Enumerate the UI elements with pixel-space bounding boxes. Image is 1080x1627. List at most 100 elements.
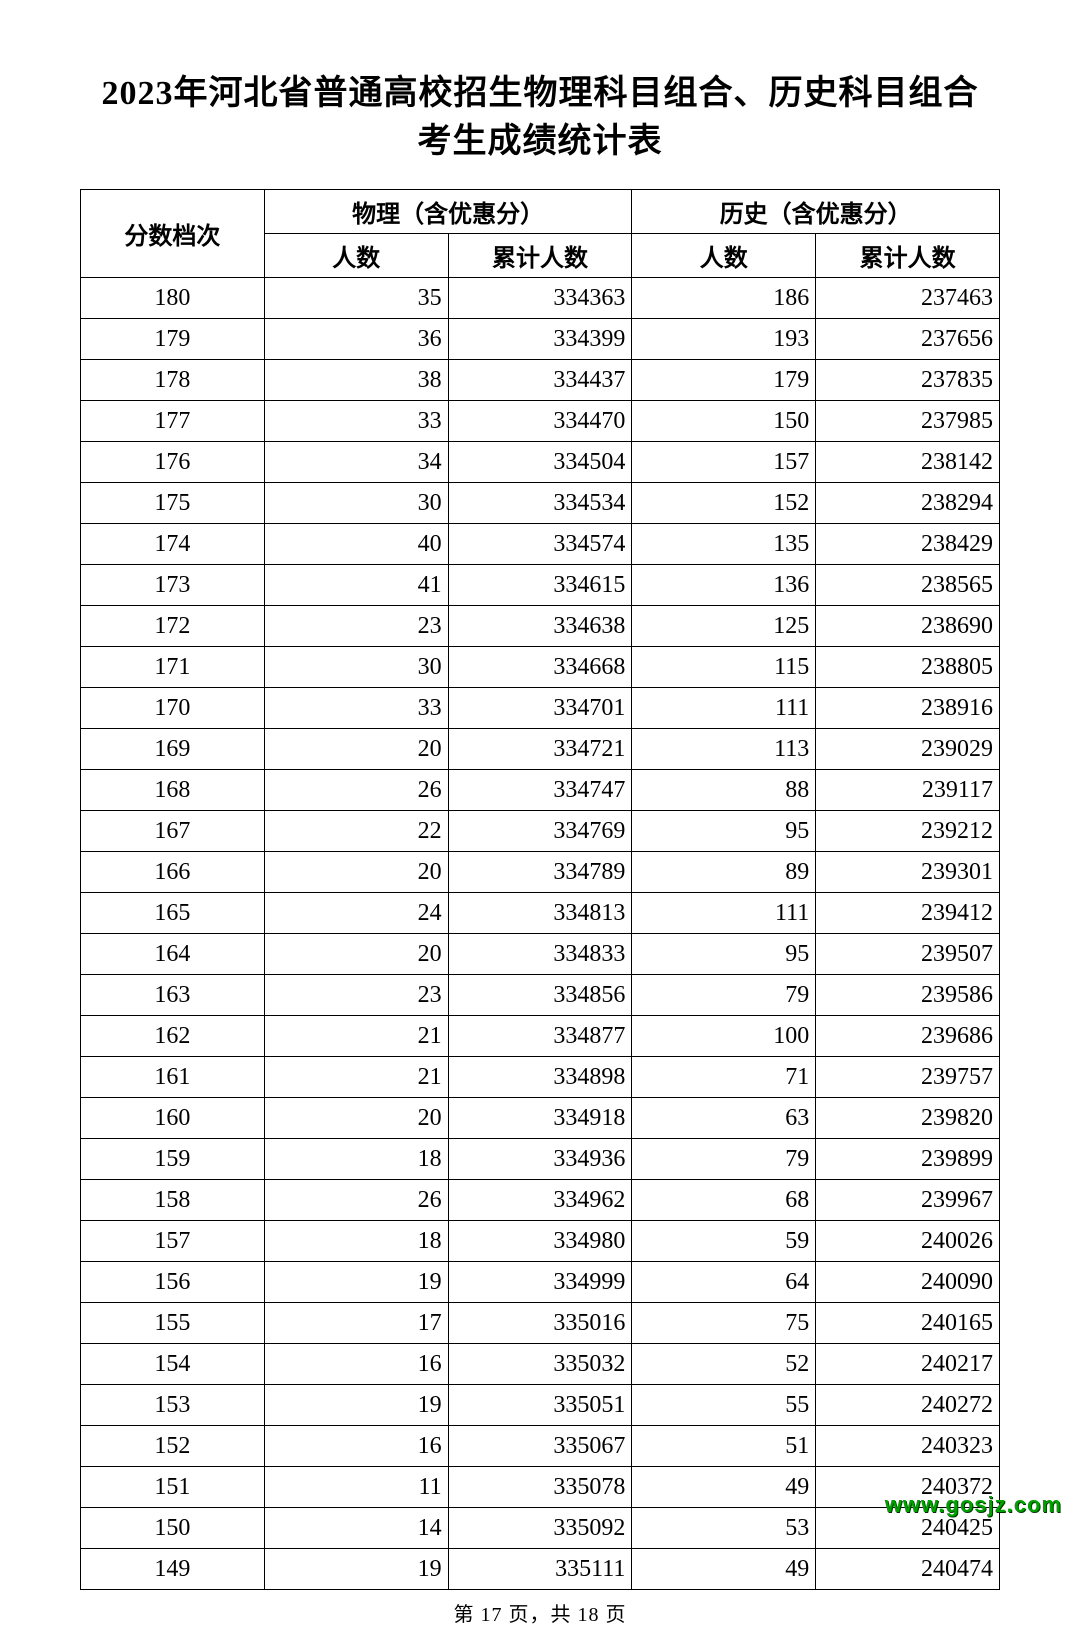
cell-history-cumulative: 239586 [816, 975, 1000, 1016]
cell-score: 171 [81, 647, 265, 688]
cell-physics-count: 19 [264, 1262, 448, 1303]
cell-physics-cumulative: 334615 [448, 565, 632, 606]
cell-score: 164 [81, 934, 265, 975]
table-row: 17530334534152238294 [81, 483, 1000, 524]
cell-physics-cumulative: 334668 [448, 647, 632, 688]
cell-score: 154 [81, 1344, 265, 1385]
cell-history-count: 113 [632, 729, 816, 770]
cell-physics-count: 41 [264, 565, 448, 606]
title-line-1: 2023年河北省普通高校招生物理科目组合、历史科目组合 [102, 75, 979, 112]
cell-history-cumulative: 240323 [816, 1426, 1000, 1467]
table-row: 1632333485679239586 [81, 975, 1000, 1016]
cell-physics-cumulative: 335067 [448, 1426, 632, 1467]
header-history-cumulative: 累计人数 [816, 234, 1000, 278]
cell-history-cumulative: 240026 [816, 1221, 1000, 1262]
table-row: 1541633503252240217 [81, 1344, 1000, 1385]
cell-physics-count: 16 [264, 1344, 448, 1385]
cell-physics-cumulative: 334813 [448, 893, 632, 934]
score-statistics-table: 分数档次 物理（含优惠分） 历史（含优惠分） 人数 累计人数 人数 累计人数 1… [80, 189, 1000, 1590]
cell-score: 159 [81, 1139, 265, 1180]
title-line-2: 考生成绩统计表 [418, 123, 663, 160]
table-row: 17838334437179237835 [81, 360, 1000, 401]
cell-physics-cumulative: 334399 [448, 319, 632, 360]
cell-score: 172 [81, 606, 265, 647]
cell-physics-cumulative: 334833 [448, 934, 632, 975]
table-row: 17223334638125238690 [81, 606, 1000, 647]
cell-score: 151 [81, 1467, 265, 1508]
cell-physics-cumulative: 335111 [448, 1549, 632, 1590]
cell-physics-cumulative: 334877 [448, 1016, 632, 1057]
cell-history-count: 59 [632, 1221, 816, 1262]
cell-history-count: 111 [632, 688, 816, 729]
cell-history-count: 95 [632, 811, 816, 852]
table-row: 1491933511149240474 [81, 1549, 1000, 1590]
table-row: 1662033478989239301 [81, 852, 1000, 893]
cell-score: 163 [81, 975, 265, 1016]
header-history-group: 历史（含优惠分） [632, 190, 1000, 234]
cell-physics-cumulative: 334363 [448, 278, 632, 319]
cell-physics-count: 19 [264, 1549, 448, 1590]
cell-history-cumulative: 238565 [816, 565, 1000, 606]
cell-history-count: 49 [632, 1549, 816, 1590]
cell-physics-cumulative: 334918 [448, 1098, 632, 1139]
cell-physics-cumulative: 334980 [448, 1221, 632, 1262]
cell-score: 176 [81, 442, 265, 483]
cell-physics-count: 19 [264, 1385, 448, 1426]
cell-history-cumulative: 239117 [816, 770, 1000, 811]
cell-score: 168 [81, 770, 265, 811]
cell-history-count: 53 [632, 1508, 816, 1549]
cell-score: 158 [81, 1180, 265, 1221]
cell-history-cumulative: 239301 [816, 852, 1000, 893]
cell-history-cumulative: 238690 [816, 606, 1000, 647]
cell-history-count: 95 [632, 934, 816, 975]
cell-score: 149 [81, 1549, 265, 1590]
cell-score: 179 [81, 319, 265, 360]
table-row: 1642033483395239507 [81, 934, 1000, 975]
cell-physics-cumulative: 335051 [448, 1385, 632, 1426]
cell-physics-cumulative: 334747 [448, 770, 632, 811]
cell-history-cumulative: 239412 [816, 893, 1000, 934]
cell-score: 156 [81, 1262, 265, 1303]
cell-history-cumulative: 237656 [816, 319, 1000, 360]
cell-history-count: 68 [632, 1180, 816, 1221]
header-physics-cumulative: 累计人数 [448, 234, 632, 278]
cell-history-cumulative: 239899 [816, 1139, 1000, 1180]
cell-physics-cumulative: 334962 [448, 1180, 632, 1221]
table-row: 1612133489871239757 [81, 1057, 1000, 1098]
table-header: 分数档次 物理（含优惠分） 历史（含优惠分） 人数 累计人数 人数 累计人数 [81, 190, 1000, 278]
cell-score: 161 [81, 1057, 265, 1098]
cell-history-cumulative: 239212 [816, 811, 1000, 852]
header-physics-count: 人数 [264, 234, 448, 278]
cell-score: 167 [81, 811, 265, 852]
cell-score: 152 [81, 1426, 265, 1467]
cell-history-count: 75 [632, 1303, 816, 1344]
cell-history-count: 89 [632, 852, 816, 893]
page-footer: 第 17 页，共 18 页 [80, 1598, 1000, 1627]
cell-history-cumulative: 240090 [816, 1262, 1000, 1303]
cell-score: 173 [81, 565, 265, 606]
cell-physics-count: 36 [264, 319, 448, 360]
table-row: 17634334504157238142 [81, 442, 1000, 483]
header-history-count: 人数 [632, 234, 816, 278]
cell-physics-cumulative: 334638 [448, 606, 632, 647]
table-row: 1591833493679239899 [81, 1139, 1000, 1180]
cell-physics-cumulative: 334534 [448, 483, 632, 524]
cell-physics-cumulative: 334437 [448, 360, 632, 401]
cell-physics-count: 14 [264, 1508, 448, 1549]
cell-history-cumulative: 240165 [816, 1303, 1000, 1344]
cell-physics-cumulative: 334789 [448, 852, 632, 893]
cell-history-count: 63 [632, 1098, 816, 1139]
cell-physics-cumulative: 335016 [448, 1303, 632, 1344]
cell-history-count: 136 [632, 565, 816, 606]
cell-physics-count: 17 [264, 1303, 448, 1344]
cell-physics-cumulative: 334898 [448, 1057, 632, 1098]
cell-score: 170 [81, 688, 265, 729]
cell-history-count: 52 [632, 1344, 816, 1385]
cell-physics-count: 18 [264, 1139, 448, 1180]
cell-score: 153 [81, 1385, 265, 1426]
cell-physics-count: 24 [264, 893, 448, 934]
cell-history-count: 64 [632, 1262, 816, 1303]
cell-history-cumulative: 238805 [816, 647, 1000, 688]
cell-history-cumulative: 239757 [816, 1057, 1000, 1098]
table-row: 1602033491863239820 [81, 1098, 1000, 1139]
